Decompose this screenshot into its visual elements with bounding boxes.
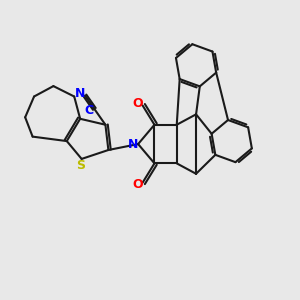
Text: N: N: [75, 87, 86, 100]
Text: C: C: [84, 104, 94, 117]
Text: N: N: [128, 138, 138, 151]
Text: O: O: [133, 178, 143, 191]
Text: S: S: [76, 159, 85, 172]
Text: O: O: [133, 98, 143, 110]
